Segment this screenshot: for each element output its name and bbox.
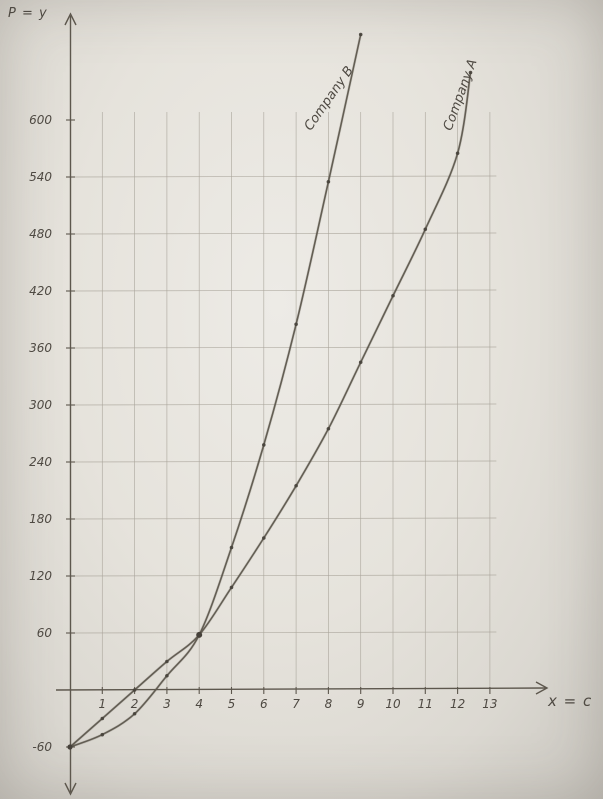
- x-tick-label: 9: [357, 697, 365, 711]
- x-axis-title: x = c: [548, 692, 593, 710]
- origin-point: [67, 744, 73, 750]
- data-point-company-b: [326, 179, 331, 184]
- curve-shadow-company-b: [68, 33, 363, 749]
- y-tick-label: 60: [37, 626, 53, 640]
- data-point-company-a: [326, 426, 331, 431]
- x-tick-label: 5: [228, 697, 236, 711]
- grid-line-horizontal: [69, 346, 497, 349]
- grid-line-horizontal: [69, 289, 497, 292]
- x-tick-label: 6: [260, 697, 268, 711]
- data-point-company-a: [294, 483, 298, 488]
- y-tick-label: 120: [29, 569, 52, 583]
- y-tick-label: 300: [29, 398, 52, 412]
- data-point-company-a: [391, 293, 395, 298]
- data-point-company-a: [358, 360, 363, 365]
- x-tick-label: 4: [195, 697, 203, 711]
- data-point-company-b: [358, 32, 363, 37]
- grid-line-horizontal: [69, 574, 497, 577]
- grid-line-horizontal: [69, 517, 497, 520]
- data-point-company-a: [229, 585, 234, 590]
- y-tick-label: 360: [29, 341, 52, 355]
- data-point-company-b: [100, 732, 105, 737]
- intersection-point: [196, 631, 203, 638]
- data-point-company-b: [229, 545, 234, 550]
- x-tick-label: 11: [418, 697, 433, 711]
- data-point-company-a: [262, 536, 266, 540]
- y-axis-arrow-up-icon: [64, 12, 77, 26]
- x-tick-label: 3: [163, 697, 171, 711]
- y-tick-label: -60: [32, 740, 52, 754]
- x-axis-arrow-right-icon: [535, 681, 549, 695]
- grid-line-horizontal: [69, 232, 497, 235]
- grid-line-horizontal: [69, 631, 497, 634]
- x-tick-label: 8: [325, 697, 333, 711]
- grid-line-horizontal: [69, 175, 497, 178]
- x-tick-label: 10: [385, 697, 401, 711]
- data-point-company-a: [132, 688, 137, 692]
- y-tick-label: 180: [29, 512, 52, 526]
- y-tick-label: 480: [29, 227, 52, 241]
- x-tick-label: 2: [131, 697, 139, 711]
- x-tick-label: 12: [450, 697, 465, 711]
- y-tick-label: 600: [29, 113, 52, 127]
- grid-line-horizontal: [69, 403, 497, 406]
- y-tick-label: 240: [29, 455, 52, 469]
- data-point-company-a: [468, 70, 473, 75]
- data-point-company-b: [294, 322, 298, 327]
- data-point-company-a: [423, 227, 428, 232]
- x-tick-label: 1: [98, 697, 106, 711]
- grid-line-horizontal: [69, 460, 497, 463]
- y-tick-label: 420: [29, 284, 52, 298]
- x-tick-label: 7: [292, 697, 300, 711]
- y-tick-label: 540: [29, 170, 52, 184]
- curve-company-a: [69, 71, 472, 748]
- curve-label-company-a: Company A: [441, 57, 481, 132]
- x-tick-label: 13: [482, 697, 497, 711]
- data-point-company-b: [165, 673, 169, 678]
- y-axis-arrow-down-icon: [64, 782, 77, 796]
- curve-label-company-b: Company B: [302, 64, 357, 134]
- curve-shadow-company-a: [68, 71, 472, 749]
- data-point-company-b: [262, 443, 266, 447]
- data-point-company-a: [100, 716, 105, 721]
- x-axis: [55, 687, 547, 691]
- data-point-company-a: [165, 659, 169, 664]
- data-point-company-b: [132, 711, 137, 716]
- data-point-company-a: [455, 151, 460, 156]
- curve-company-b: [69, 33, 362, 748]
- y-axis-title: P = y: [8, 6, 48, 21]
